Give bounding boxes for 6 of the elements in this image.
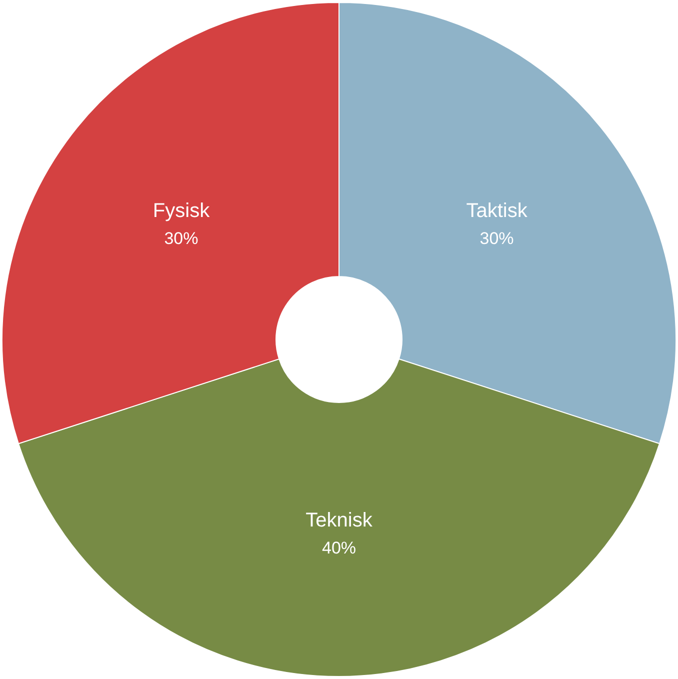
slice-label: Fysisk	[152, 200, 211, 222]
slice-label: Taktisk	[466, 200, 528, 222]
data-label: 30%	[480, 228, 514, 248]
slice-label: Teknisk	[306, 510, 374, 532]
data-label: 30%	[164, 228, 198, 248]
data-label: 40%	[322, 538, 356, 558]
